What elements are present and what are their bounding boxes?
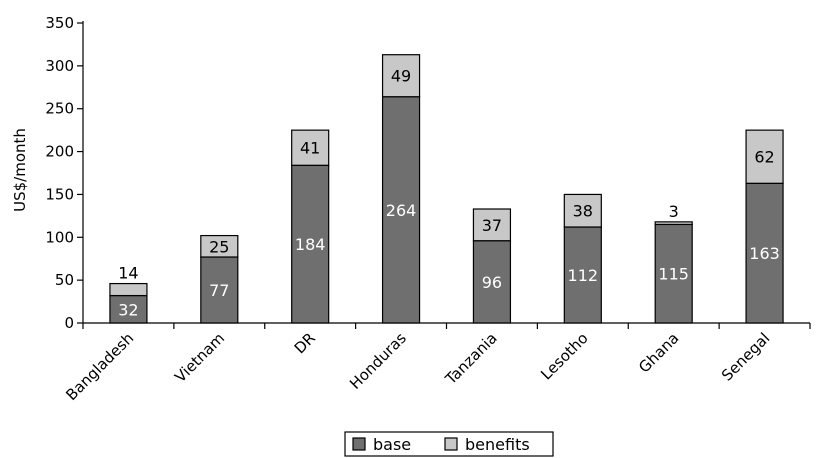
- x-tick-label: Bangladesh: [62, 329, 137, 404]
- data-label-base: 32: [118, 300, 138, 319]
- data-label-benefits: 14: [118, 264, 138, 283]
- data-label-base: 163: [749, 244, 780, 263]
- x-tick-label: Lesotho: [537, 329, 591, 383]
- x-tick-label: Ghana: [635, 329, 682, 376]
- data-label-base: 264: [386, 201, 417, 220]
- bar-benefits-tanzania: [472, 208, 512, 242]
- data-label-benefits: 41: [300, 139, 320, 158]
- y-tick-label: 200: [45, 143, 74, 161]
- bar-benefits-honduras: [381, 54, 421, 98]
- x-tick-label: DR: [291, 329, 319, 357]
- bar-benefits-lesotho: [563, 193, 602, 228]
- bar-base-ghana: [654, 223, 693, 324]
- x-tick-label: Honduras: [346, 329, 410, 393]
- data-label-base: 77: [209, 281, 229, 300]
- legend: base benefits: [344, 431, 554, 457]
- bar-base-honduras: [381, 96, 421, 324]
- y-tick-label: 0: [64, 314, 74, 332]
- x-tick-label: Senegal: [718, 329, 773, 384]
- data-label-benefits: 37: [482, 216, 502, 235]
- legend-label-base: base: [373, 435, 411, 454]
- x-tick-label: Vietnam: [171, 329, 228, 386]
- y-tick-label: 50: [55, 271, 74, 289]
- data-label-base: 115: [658, 265, 689, 284]
- data-label-base: 96: [482, 273, 502, 292]
- bar-base-senegal: [745, 182, 784, 324]
- y-tick-label: 100: [45, 228, 74, 246]
- legend-swatch-base: [352, 437, 366, 451]
- bar-benefits-vietnam: [200, 234, 239, 258]
- data-label-benefits: 25: [209, 237, 229, 256]
- legend-label-benefits: benefits: [465, 435, 530, 454]
- data-label-benefits: 62: [754, 148, 774, 167]
- bar-benefits-senegal: [745, 129, 784, 184]
- axes: 0 50 100 150 200 250 300 350 Bangladesh Vietnam DR…: [45, 14, 811, 404]
- y-tick-label: 150: [45, 185, 74, 203]
- data-labels: 32 14 77 25 184 41 264 49 96 37 112 38 115 3 163 62: [118, 67, 780, 320]
- data-label-benefits: 38: [573, 202, 593, 221]
- bar-base-tanzania: [472, 240, 512, 324]
- bar-benefits-dr: [291, 129, 330, 166]
- y-axis-title: US$/month: [11, 128, 29, 212]
- bar-base-lesotho: [563, 226, 602, 324]
- data-label-base: 112: [568, 266, 599, 285]
- data-label-benefits: 3: [669, 202, 679, 221]
- y-tick-label: 250: [45, 100, 74, 118]
- y-tick-label: 300: [45, 57, 74, 75]
- data-label-benefits: 49: [391, 67, 411, 86]
- bar-benefits-ghana: [654, 221, 693, 226]
- bars: [109, 54, 784, 324]
- y-tick-label: 350: [45, 14, 74, 32]
- bar-base-dr: [291, 164, 330, 324]
- data-label-base: 184: [295, 235, 326, 254]
- x-tick-label: Tanzania: [441, 329, 501, 389]
- legend-swatch-benefits: [444, 437, 458, 451]
- bar-benefits-bangladesh: [109, 282, 148, 297]
